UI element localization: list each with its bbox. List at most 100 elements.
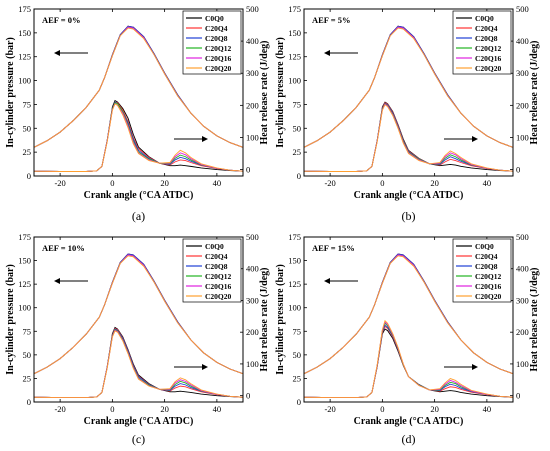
y-right-tick-label: 200 [516, 100, 529, 110]
legend-box [182, 10, 242, 75]
plot-frame [33, 8, 244, 177]
y-right-tick-label: 100 [516, 359, 529, 369]
y-right-axis-title: Heat release rate (J/deg) [259, 268, 270, 372]
y-right-tick-label: 0 [246, 165, 250, 175]
x-tick-label: 20 [430, 178, 439, 188]
legend-entry: C20Q20 [475, 292, 502, 301]
x-axis-title: Crank angle (°CA ATDC) [354, 190, 464, 201]
arrow-right-icon [174, 364, 208, 370]
hrr-line-c20q16 [304, 321, 513, 399]
y-left-tick-label: 150 [288, 256, 301, 266]
legend-entry: C20Q12 [475, 272, 502, 281]
hrr-line-c20q8 [304, 324, 513, 399]
x-tick-label: 0 [110, 178, 114, 188]
hrr-line-c20q4 [34, 327, 243, 399]
y-right-tick-label: 200 [246, 327, 259, 337]
x-axis-title: Crank angle (°CA ATDC) [84, 190, 194, 201]
y-left-tick-label: 75 [293, 99, 302, 109]
y-right-tick-label: 0 [516, 165, 520, 175]
legend-entry: C0Q0 [475, 14, 494, 23]
y-right-tick-label: 200 [246, 100, 259, 110]
y-left-axis-title: In-cylinder pressure (bar) [5, 264, 16, 375]
curves [34, 25, 243, 172]
hrr-line-c20q20 [304, 104, 513, 172]
pressure-line-c20q20 [304, 255, 513, 375]
plot-frame [303, 8, 514, 177]
legend-box [182, 238, 242, 303]
y-left-tick-label: 100 [18, 303, 31, 313]
y-right-tick-label: 100 [246, 132, 259, 142]
y-right-tick-label: 500 [246, 4, 259, 14]
panel-d: -20 0 20 4002550751001251501750100200300400… [275, 232, 540, 446]
y-left-tick-label: 175 [18, 4, 31, 14]
hrr-line-c20q4 [304, 325, 513, 399]
aef-annotation: AEF = 5% [312, 15, 351, 25]
y-right-tick-label: 300 [516, 295, 529, 305]
hrr-line-c20q4 [304, 102, 513, 172]
pressure-line-c20q20 [304, 27, 513, 148]
x-tick-label: -20 [324, 178, 335, 188]
x-tick-label: 0 [110, 404, 114, 414]
x-axis-title: Crank angle (°CA ATDC) [354, 416, 464, 427]
aef-annotation: AEF = 0% [42, 15, 81, 25]
legend-entry: C20Q4 [205, 252, 228, 261]
legend-entry: C20Q12 [205, 44, 232, 53]
hrr-line-c0q0 [34, 99, 243, 172]
x-tick-label: -20 [54, 404, 65, 414]
y-left-tick-label: 100 [288, 76, 301, 86]
plot-frame [303, 236, 514, 403]
hrr-line-c20q8 [34, 328, 243, 399]
y-left-axis-title: In-cylinder pressure (bar) [275, 37, 286, 148]
y-right-tick-label: 0 [246, 391, 250, 401]
arrow-right-icon [174, 136, 208, 142]
legend-box [452, 10, 512, 75]
y-left-tick-label: 175 [288, 232, 301, 242]
hrr-line-c20q12 [304, 322, 513, 399]
y-right-tick-label: 500 [516, 232, 529, 242]
curves [34, 253, 243, 399]
x-tick-label: 40 [483, 404, 492, 414]
y-left-tick-label: 150 [18, 28, 31, 38]
hrr-line-c20q20 [34, 103, 243, 172]
legend-entry: C20Q8 [475, 34, 498, 43]
hrr-line-c20q16 [34, 329, 243, 399]
panel-caption: (d) [402, 432, 416, 446]
panel-a: -20 0 20 4002550751001251501750100200300400… [5, 4, 270, 223]
y-right-tick-label: 100 [516, 132, 529, 142]
hrr-line-c20q8 [34, 101, 243, 172]
y-left-tick-label: 0 [27, 397, 31, 407]
x-tick-label: 0 [380, 404, 384, 414]
hrr-line-c20q12 [304, 103, 513, 172]
legend-entry: C20Q8 [205, 262, 228, 271]
legend-entry: C20Q16 [475, 282, 502, 291]
y-left-tick-label: 125 [18, 52, 31, 62]
legend-entry: C20Q12 [475, 44, 502, 53]
legend-entry: C0Q0 [205, 14, 224, 23]
y-left-tick-label: 75 [23, 326, 32, 336]
y-left-axis-title: In-cylinder pressure (bar) [275, 264, 286, 375]
y-right-tick-label: 500 [516, 4, 529, 14]
legend-entry: C0Q0 [475, 242, 494, 251]
legend-entry: C20Q4 [475, 252, 498, 261]
y-right-tick-label: 300 [246, 295, 259, 305]
x-tick-label: 0 [380, 178, 384, 188]
y-left-tick-label: 100 [18, 76, 31, 86]
aef-annotation: AEF = 10% [42, 243, 85, 253]
hrr-line-c20q12 [34, 102, 243, 172]
y-left-tick-label: 150 [18, 256, 31, 266]
panel-c: -20 0 20 4002550751001251501750100200300400… [5, 232, 270, 446]
y-left-tick-label: 50 [23, 350, 32, 360]
legend-entry: C20Q16 [475, 54, 502, 63]
y-left-tick-label: 150 [288, 28, 301, 38]
y-right-tick-label: 200 [516, 327, 529, 337]
x-tick-label: -20 [54, 178, 65, 188]
y-right-tick-label: 500 [246, 232, 259, 242]
hrr-line-c0q0 [304, 328, 513, 399]
y-right-tick-label: 300 [246, 68, 259, 78]
hrr-line-c20q16 [304, 103, 513, 172]
y-left-tick-label: 0 [27, 171, 31, 181]
panel-caption: (b) [402, 209, 416, 223]
legend-box [452, 238, 512, 303]
